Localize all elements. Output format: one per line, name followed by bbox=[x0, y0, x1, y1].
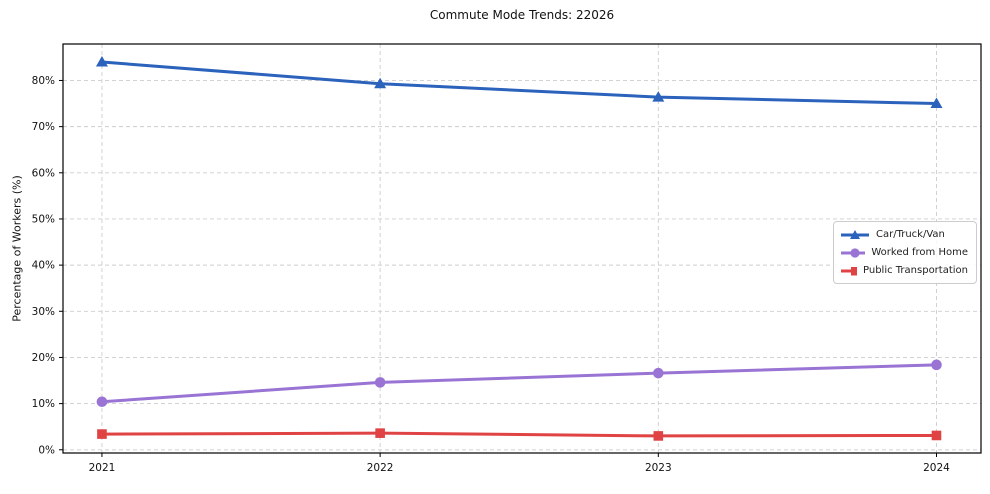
y-tick-label: 60% bbox=[32, 167, 55, 179]
x-tick-label: 2023 bbox=[645, 462, 672, 474]
y-axis-label: Percentage of Workers (%) bbox=[10, 175, 24, 322]
y-tick-label: 80% bbox=[32, 75, 55, 87]
y-tick-label: 30% bbox=[32, 306, 55, 318]
y-tick-label: 10% bbox=[32, 398, 55, 410]
data-point-square bbox=[931, 430, 942, 441]
data-point-circle bbox=[374, 377, 386, 388]
legend: Car/Truck/Van Worked from Home Public Tran… bbox=[833, 221, 977, 284]
y-tick-label: 0% bbox=[38, 444, 55, 456]
chart-title: Commute Mode Trends: 22026 bbox=[429, 8, 615, 22]
legend-label: Car/Truck/Van bbox=[876, 229, 945, 240]
data-point-square bbox=[97, 429, 107, 439]
legend-item: Public Transportation bbox=[840, 263, 968, 278]
legend-swatch-square-icon bbox=[841, 266, 858, 275]
legend-label: Public Transportation bbox=[863, 265, 968, 276]
legend-label: Worked from Home bbox=[871, 247, 968, 258]
data-point-triangle bbox=[95, 56, 108, 67]
data-point-triangle bbox=[374, 77, 387, 89]
legend-item: Car/Truck/Van bbox=[840, 227, 968, 242]
plot-border bbox=[62, 43, 982, 454]
data-point-square bbox=[375, 428, 385, 438]
y-tick-label: 20% bbox=[32, 352, 55, 364]
legend-item: Worked from Home bbox=[840, 245, 968, 260]
data-point-triangle bbox=[930, 97, 943, 109]
y-tick-label: 70% bbox=[32, 121, 55, 133]
data-point-square bbox=[653, 431, 664, 441]
series-line bbox=[100, 60, 938, 106]
x-tick-label: 2021 bbox=[89, 462, 116, 474]
data-point-circle bbox=[653, 367, 664, 379]
data-point-triangle bbox=[652, 91, 665, 102]
series-line bbox=[100, 363, 938, 404]
series-line bbox=[100, 431, 938, 438]
x-tick-label: 2024 bbox=[923, 462, 950, 474]
y-tick-label: 50% bbox=[32, 213, 55, 225]
data-point-circle bbox=[931, 359, 942, 371]
legend-swatch-triangle-up-icon bbox=[841, 229, 869, 239]
x-tick-label: 2022 bbox=[367, 462, 394, 474]
y-tick-label: 40% bbox=[32, 260, 55, 272]
legend-swatch-circle-icon bbox=[841, 247, 866, 258]
data-point-circle bbox=[96, 396, 108, 408]
